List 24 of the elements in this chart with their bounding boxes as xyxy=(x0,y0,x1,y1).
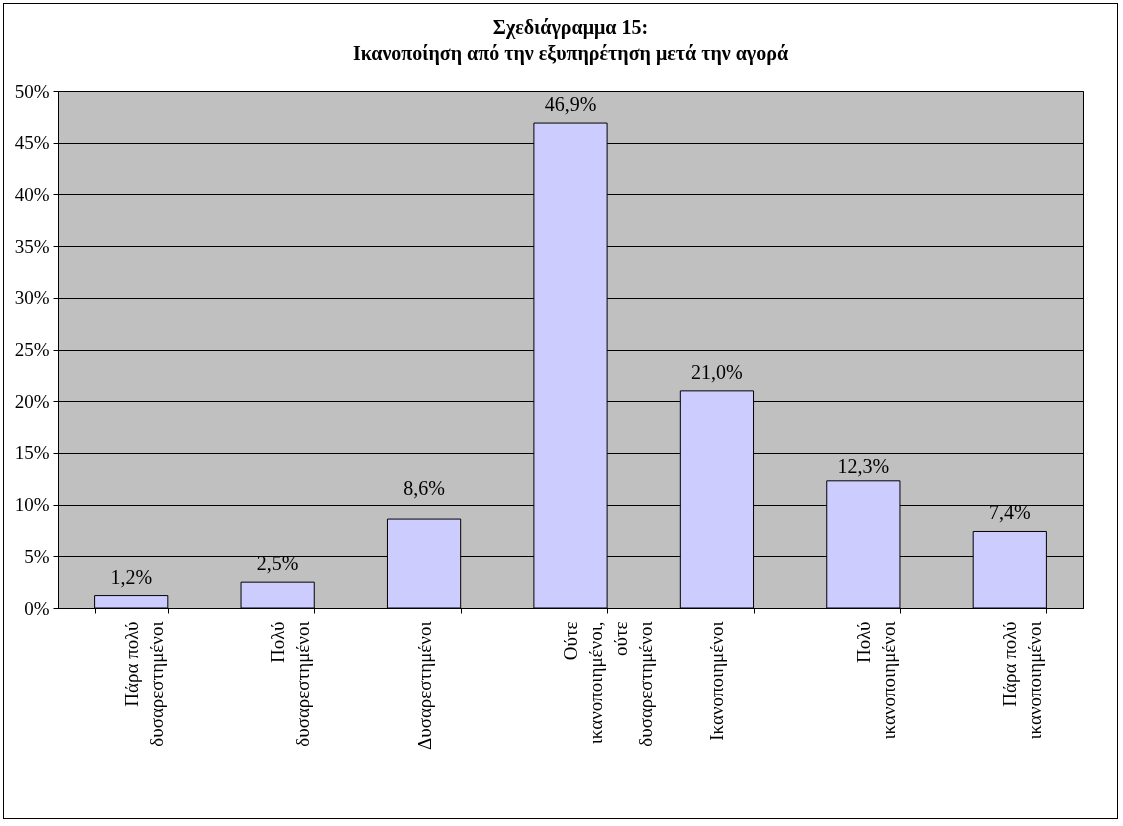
y-tick-label: 45% xyxy=(14,132,50,154)
y-tick-label: 5% xyxy=(24,545,50,567)
chart-title: Σχεδιάγραμμα 15: xyxy=(492,16,649,39)
y-tick-label: 40% xyxy=(14,183,50,205)
y-tick-label: 25% xyxy=(14,339,50,360)
y-tick-label: 15% xyxy=(14,442,50,464)
y-tick-label: 35% xyxy=(14,235,50,257)
data-label: 8,6% xyxy=(403,477,445,500)
data-label: 1,2% xyxy=(110,565,153,588)
data-label: 46,9% xyxy=(544,93,597,116)
y-tick-label: 50% xyxy=(14,80,50,102)
x-tick-label: Ούτε ικανοποιημένοι, ούτε δυσαρεστημένοι xyxy=(560,620,656,747)
chart-subtitle: Ικανοποίηση από την εξυπηρέτηση μετά την αγορά xyxy=(352,42,789,65)
y-tick-label: 20% xyxy=(14,390,50,412)
x-tick-label: Ικανοποιημένοι xyxy=(706,620,728,741)
x-tick-label: Πάρα πολύ ικανοποιημένοι xyxy=(999,620,1046,740)
data-label: 21,0% xyxy=(691,360,743,383)
y-tick-label: 0% xyxy=(24,597,50,619)
y-tick-label: 10% xyxy=(14,494,50,516)
data-label: 12,3% xyxy=(837,454,890,477)
x-tick-label: Δυσαρεστημένοι xyxy=(413,620,435,750)
x-tick-label: Πολύ ικανοποιημένοι xyxy=(852,620,899,740)
y-tick-label: 30% xyxy=(14,287,50,309)
x-tick-label: Πάρα πολύ δυσαρεστημένοι xyxy=(120,620,167,747)
